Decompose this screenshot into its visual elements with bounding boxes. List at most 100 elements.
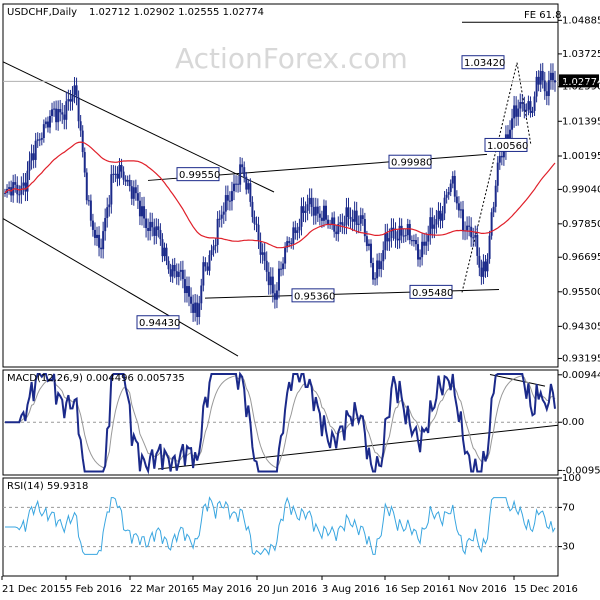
candle-body [351, 219, 354, 222]
candle-body [53, 108, 56, 110]
candle-body [361, 215, 364, 220]
candle-body [183, 279, 186, 294]
candle-body [308, 197, 311, 205]
candle-body [59, 108, 62, 113]
candle-body [134, 187, 137, 194]
candle-body [314, 206, 317, 216]
candle-body [384, 233, 387, 251]
annotation-box [409, 284, 453, 299]
candle-body [253, 216, 256, 224]
candle-body [200, 285, 203, 304]
candle-body [161, 239, 164, 257]
candle-body [517, 108, 520, 117]
candle-body [353, 210, 356, 222]
x-tick-label: 22 Mar 2016 [130, 584, 193, 595]
candle-body [537, 76, 540, 85]
candle-body [226, 195, 229, 201]
current-price-tag [559, 74, 599, 88]
y-tick-label: 0.95500 [562, 287, 600, 298]
rsi-panel [2, 477, 559, 577]
candle-body [472, 237, 475, 239]
candle-body [230, 191, 233, 202]
candle-body [216, 218, 219, 245]
candle-body [498, 155, 501, 163]
candle-body [277, 268, 280, 291]
candle-body [175, 271, 178, 277]
candle-body [69, 99, 72, 102]
candle-body [46, 121, 49, 128]
candle-body [386, 233, 389, 242]
candle-body [337, 223, 340, 235]
candle-body [292, 227, 295, 244]
candle-body [459, 209, 462, 211]
candle-body [106, 207, 109, 219]
candle-body [140, 206, 143, 217]
candle-body [511, 118, 514, 130]
candle-body [243, 167, 246, 177]
candle-body [32, 153, 35, 160]
candle-body [173, 264, 176, 272]
candle-body [232, 183, 235, 192]
candle-body [549, 72, 552, 81]
candle-body [296, 230, 299, 233]
candle-body [457, 203, 460, 211]
candle-body [320, 217, 323, 221]
candle-body [55, 108, 58, 123]
annotation-label: 0.95360 [294, 291, 335, 302]
candle-body [304, 210, 307, 213]
annotation-label: 0.99550 [179, 170, 220, 181]
annotation-box [388, 154, 432, 169]
candle-body [24, 182, 27, 192]
candle-body [367, 243, 370, 247]
candle-body [339, 222, 342, 224]
candle-body [345, 207, 348, 225]
candle-body [8, 187, 11, 189]
candle-body [288, 241, 291, 244]
main-title: USDCHF,Daily [7, 7, 77, 18]
candle-body [96, 234, 99, 238]
candle-body [525, 109, 528, 112]
candle-body [298, 226, 301, 231]
candle-body [261, 252, 264, 255]
x-tick-label: 16 Sep 2016 [385, 584, 448, 595]
macd-tick-label: -0.009588 [562, 465, 600, 476]
annotation-label: 0.95480 [412, 288, 453, 299]
candle-body [116, 173, 119, 179]
candle-body [255, 223, 258, 225]
candle-body [398, 225, 401, 241]
candle-body [48, 115, 51, 128]
candle-body [249, 183, 252, 202]
candle-body [435, 218, 438, 225]
rsi-tick-label: 30 [562, 542, 575, 553]
candle-body [451, 175, 454, 184]
annotation-label: 0.94430 [139, 318, 180, 329]
candle-body [63, 114, 66, 120]
candle-body [294, 227, 297, 233]
annotation-box [461, 55, 505, 70]
candle-body [104, 218, 107, 232]
candle-body [190, 296, 193, 304]
candle-body [38, 139, 41, 141]
candle-body [247, 183, 250, 190]
candle-body [286, 241, 289, 248]
candle-body [159, 229, 162, 240]
candle-body [169, 269, 172, 277]
candle-body [433, 224, 436, 229]
ohlc-readout: 1.02712 1.02902 1.02555 1.02774 [89, 7, 264, 18]
candle-body [402, 235, 405, 237]
candle-body [509, 129, 512, 142]
candle-body [282, 263, 285, 270]
candle-body [102, 231, 105, 250]
candle-body [210, 250, 213, 256]
candle-body [363, 219, 366, 237]
candle-body [502, 150, 505, 158]
candle-body [327, 219, 330, 225]
candle-body [543, 80, 546, 92]
candle-body [470, 226, 473, 238]
candle-body [130, 186, 133, 199]
candle-body [273, 293, 276, 300]
candle-body [77, 97, 80, 122]
candle-body [539, 70, 542, 85]
candle-body [122, 171, 125, 180]
moving-average-layer [4, 141, 556, 249]
